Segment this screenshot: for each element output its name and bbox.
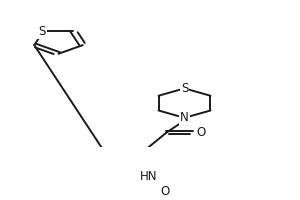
Text: S: S — [38, 25, 46, 38]
Text: O: O — [196, 126, 206, 139]
Text: S: S — [181, 82, 188, 95]
Text: HN: HN — [140, 170, 157, 183]
Text: O: O — [160, 185, 169, 198]
Text: N: N — [180, 111, 189, 124]
